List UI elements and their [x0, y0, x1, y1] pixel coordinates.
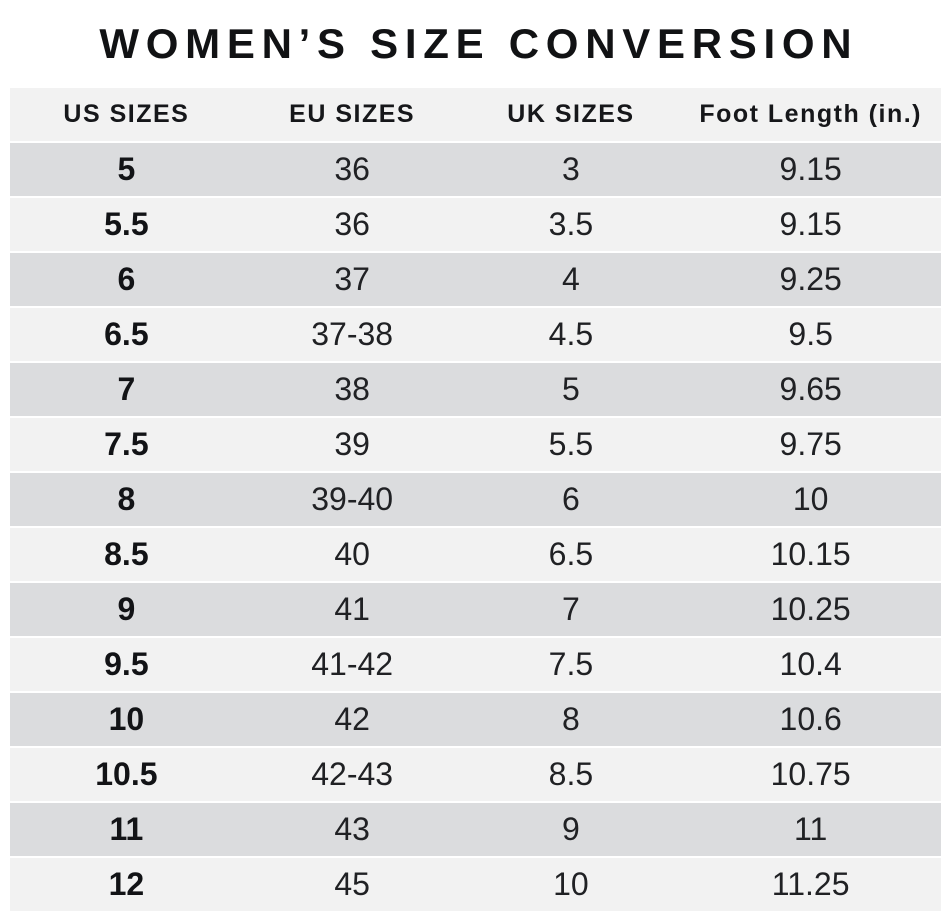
table-row: 9 41 7 10.25 [10, 583, 941, 636]
cell-eu-size: 42 [242, 693, 462, 746]
cell-us-size: 9.5 [10, 638, 243, 691]
cell-foot-length: 10 [680, 473, 941, 526]
cell-uk-size: 8 [461, 693, 681, 746]
size-conversion-table: US SIZES EU SIZES UK SIZES Foot Length (… [10, 86, 941, 913]
table-row: 7.5 39 5.5 9.75 [10, 418, 941, 471]
cell-us-size: 8.5 [10, 528, 243, 581]
cell-us-size: 10 [10, 693, 243, 746]
page-title: WOMEN’S SIZE CONVERSION [99, 20, 859, 67]
cell-us-size: 9 [10, 583, 243, 636]
cell-us-size: 5 [10, 143, 243, 196]
column-header-us-sizes: US SIZES [10, 88, 243, 141]
cell-foot-length: 10.25 [680, 583, 941, 636]
table-row: 11 43 9 11 [10, 803, 941, 856]
cell-uk-size: 6 [461, 473, 681, 526]
table-row: 8.5 40 6.5 10.15 [10, 528, 941, 581]
cell-us-size: 6 [10, 253, 243, 306]
cell-foot-length: 9.15 [680, 143, 941, 196]
size-table-body: 5 36 3 9.15 5.5 36 3.5 9.15 6 37 4 9.25 … [10, 143, 941, 911]
cell-foot-length: 9.25 [680, 253, 941, 306]
cell-eu-size: 39 [242, 418, 462, 471]
header-row: US SIZES EU SIZES UK SIZES Foot Length (… [10, 88, 941, 141]
cell-uk-size: 7.5 [461, 638, 681, 691]
column-header-uk-sizes: UK SIZES [461, 88, 681, 141]
cell-foot-length: 11.25 [680, 858, 941, 911]
table-row: 7 38 5 9.65 [10, 363, 941, 416]
table-row: 6 37 4 9.25 [10, 253, 941, 306]
table-row: 5.5 36 3.5 9.15 [10, 198, 941, 251]
table-row: 12 45 10 11.25 [10, 858, 941, 911]
cell-foot-length: 10.75 [680, 748, 941, 801]
cell-us-size: 6.5 [10, 308, 243, 361]
size-table-container: US SIZES EU SIZES UK SIZES Foot Length (… [10, 88, 941, 917]
cell-uk-size: 3.5 [461, 198, 681, 251]
cell-foot-length: 10.6 [680, 693, 941, 746]
cell-uk-size: 4.5 [461, 308, 681, 361]
table-row: 10.5 42-43 8.5 10.75 [10, 748, 941, 801]
cell-eu-size: 40 [242, 528, 462, 581]
cell-foot-length: 9.5 [680, 308, 941, 361]
cell-foot-length: 9.15 [680, 198, 941, 251]
table-row: 9.5 41-42 7.5 10.4 [10, 638, 941, 691]
cell-uk-size: 8.5 [461, 748, 681, 801]
cell-uk-size: 7 [461, 583, 681, 636]
cell-uk-size: 5 [461, 363, 681, 416]
cell-us-size: 5.5 [10, 198, 243, 251]
cell-foot-length: 11 [680, 803, 941, 856]
column-header-foot-length: Foot Length (in.) [680, 88, 941, 141]
cell-uk-size: 9 [461, 803, 681, 856]
table-row: 8 39-40 6 10 [10, 473, 941, 526]
cell-eu-size: 43 [242, 803, 462, 856]
cell-us-size: 7 [10, 363, 243, 416]
cell-eu-size: 41 [242, 583, 462, 636]
cell-uk-size: 6.5 [461, 528, 681, 581]
cell-uk-size: 4 [461, 253, 681, 306]
cell-uk-size: 3 [461, 143, 681, 196]
size-table-header: US SIZES EU SIZES UK SIZES Foot Length (… [10, 88, 941, 141]
title-bar: WOMEN’S SIZE CONVERSION [0, 0, 951, 88]
cell-us-size: 12 [10, 858, 243, 911]
cell-eu-size: 39-40 [242, 473, 462, 526]
cell-eu-size: 42-43 [242, 748, 462, 801]
cell-eu-size: 36 [242, 143, 462, 196]
table-row: 6.5 37-38 4.5 9.5 [10, 308, 941, 361]
cell-eu-size: 37-38 [242, 308, 462, 361]
cell-foot-length: 9.65 [680, 363, 941, 416]
cell-us-size: 8 [10, 473, 243, 526]
column-header-eu-sizes: EU SIZES [242, 88, 462, 141]
cell-eu-size: 36 [242, 198, 462, 251]
cell-eu-size: 38 [242, 363, 462, 416]
table-row: 10 42 8 10.6 [10, 693, 941, 746]
cell-eu-size: 41-42 [242, 638, 462, 691]
cell-foot-length: 10.15 [680, 528, 941, 581]
cell-uk-size: 10 [461, 858, 681, 911]
cell-eu-size: 45 [242, 858, 462, 911]
cell-foot-length: 10.4 [680, 638, 941, 691]
cell-us-size: 10.5 [10, 748, 243, 801]
cell-us-size: 11 [10, 803, 243, 856]
cell-eu-size: 37 [242, 253, 462, 306]
table-row: 5 36 3 9.15 [10, 143, 941, 196]
cell-foot-length: 9.75 [680, 418, 941, 471]
cell-uk-size: 5.5 [461, 418, 681, 471]
cell-us-size: 7.5 [10, 418, 243, 471]
